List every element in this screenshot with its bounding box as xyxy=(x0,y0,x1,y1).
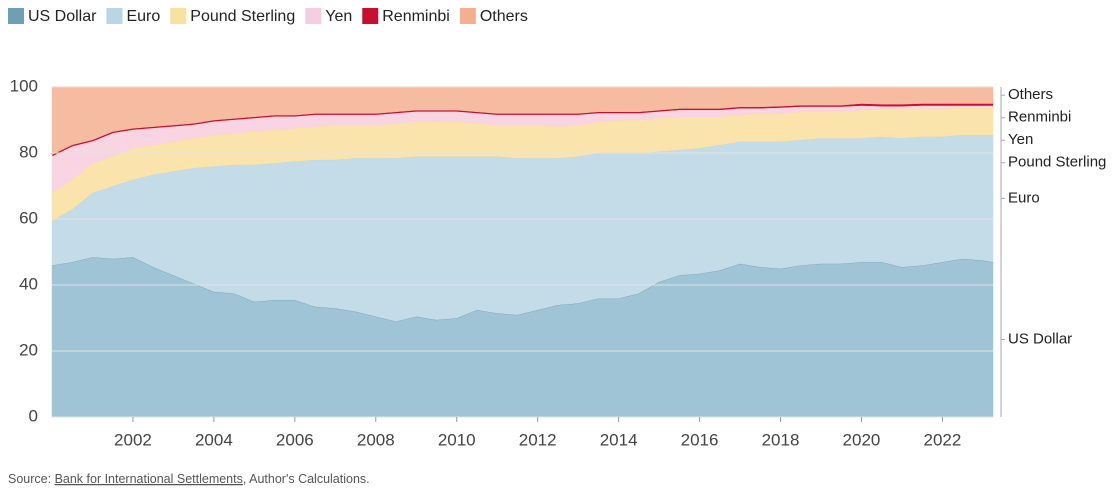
legend-label: Others xyxy=(480,8,528,25)
end-labels: Others Renminbi Yen Pound Sterling Euro US Do… xyxy=(1000,86,1106,417)
end-label: Euro xyxy=(1008,189,1040,206)
legend-label: US Dollar xyxy=(28,8,97,25)
end-label: Yen xyxy=(1008,131,1033,148)
x-tick-label: 2002 xyxy=(114,430,152,449)
legend-swatch xyxy=(362,8,379,24)
y-tick-label: 60 xyxy=(19,208,38,227)
legend-swatch xyxy=(170,8,187,24)
x-tick-label: 2022 xyxy=(923,430,961,449)
y-tick-label: 20 xyxy=(19,340,38,359)
x-tick-label: 2020 xyxy=(843,430,881,449)
x-tick-label: 2006 xyxy=(276,430,314,449)
source-link[interactable]: Bank for International Settlements xyxy=(55,472,243,486)
x-tick-label: 2008 xyxy=(357,430,395,449)
legend-swatch xyxy=(305,8,322,24)
legend-label: Renminbi xyxy=(382,8,450,25)
legend-swatch xyxy=(459,8,476,24)
x-tick-label: 2014 xyxy=(600,430,638,449)
legend-label: Pound Sterling xyxy=(190,8,295,25)
x-tick-label: 2018 xyxy=(762,430,800,449)
y-tick-label: 100 xyxy=(10,76,38,95)
legend-label: Yen xyxy=(325,8,352,25)
y-tick-label: 40 xyxy=(19,274,38,293)
x-tick-label: 2004 xyxy=(195,430,233,449)
end-label: Pound Sterling xyxy=(1008,154,1106,171)
source-prefix: Source: xyxy=(8,472,55,486)
x-tick-label: 2016 xyxy=(681,430,719,449)
y-tick-label: 80 xyxy=(19,142,38,161)
source-suffix: , Author's Calculations. xyxy=(243,472,370,486)
source: Source: Bank for International Settlemen… xyxy=(8,472,370,486)
legend-swatch xyxy=(106,8,123,24)
legend-swatch xyxy=(8,8,24,24)
x-tick-label: 2012 xyxy=(519,430,557,449)
y-tick-label: 0 xyxy=(29,406,38,425)
plot-area xyxy=(51,86,994,418)
end-label: Others xyxy=(1008,86,1053,103)
legend: US Dollar Euro Pound Sterling Yen Renminbi Ot… xyxy=(8,8,528,25)
end-label: Renminbi xyxy=(1008,109,1071,126)
axes: 0 20 40 60 80 100 2002 2004 2006 2008 2010 2012 2014… xyxy=(10,76,993,449)
x-tick-label: 2010 xyxy=(438,430,476,449)
legend-label: Euro xyxy=(126,8,160,25)
end-label: US Dollar xyxy=(1008,330,1072,347)
